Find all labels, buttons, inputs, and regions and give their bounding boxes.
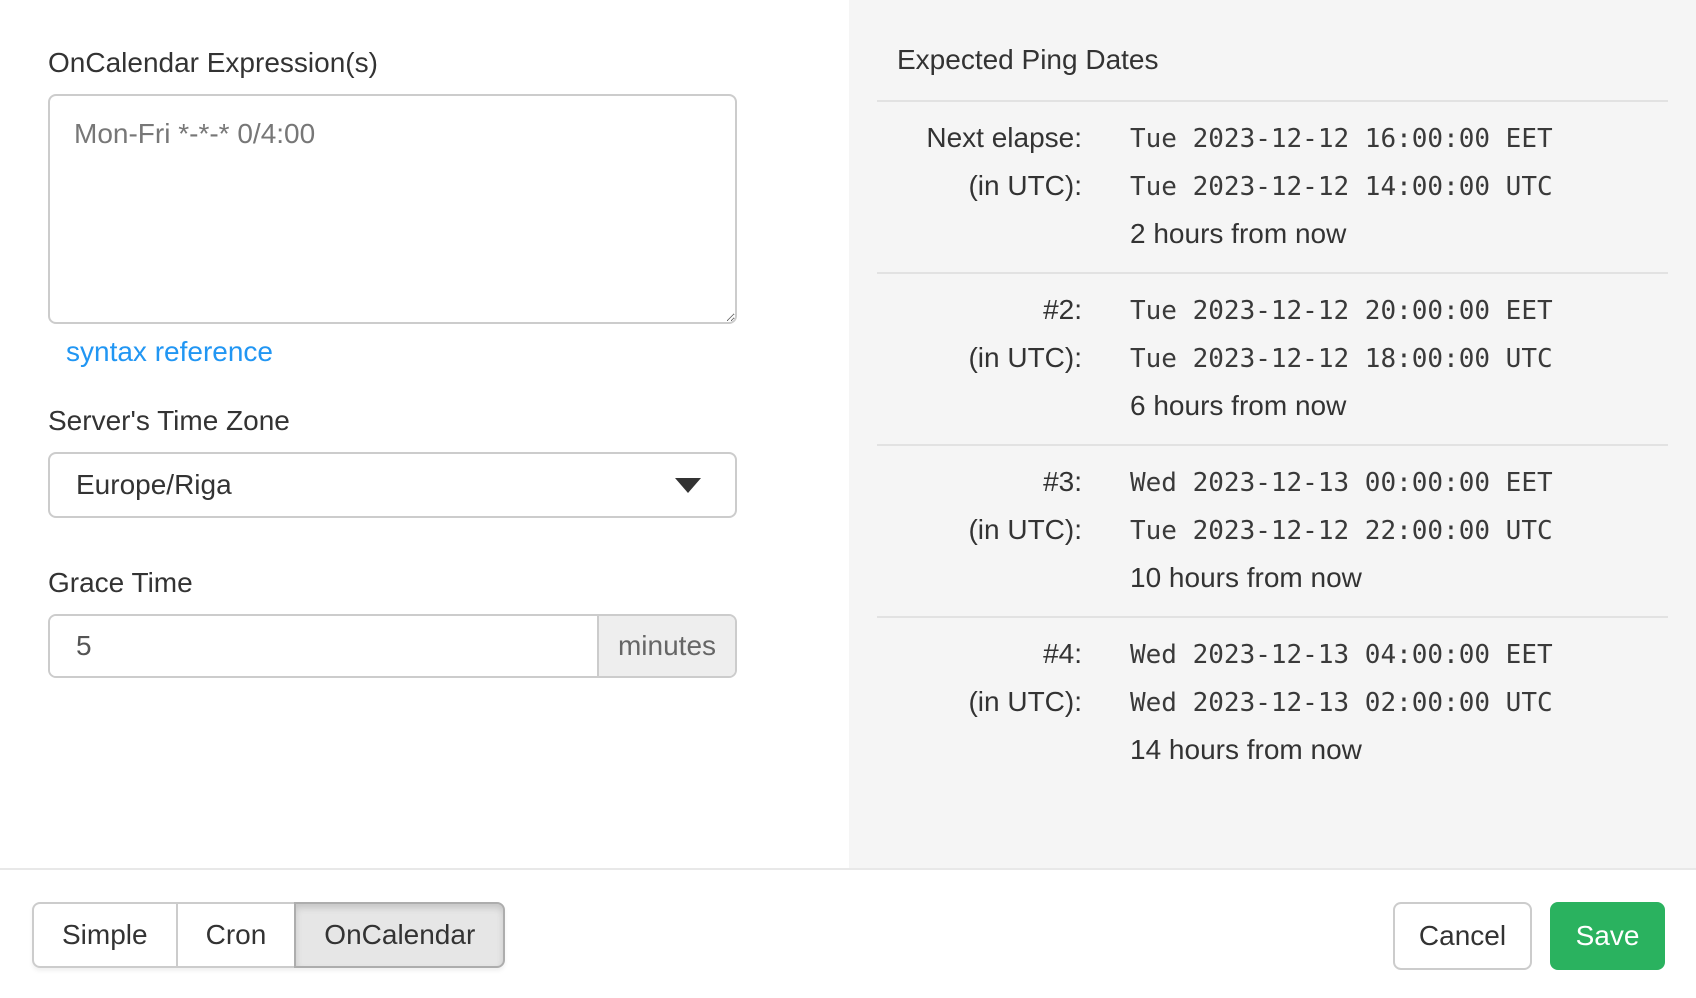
dialog-body: OnCalendar Expression(s) Mon-Fri *-*-* 0… xyxy=(0,0,1696,868)
ping-row-label: Next elapse: xyxy=(926,122,1082,153)
grace-time-input[interactable] xyxy=(50,616,597,676)
ping-local-datetime: Tue 2023-12-12 16:00:00 EET xyxy=(1130,124,1553,154)
grace-time-unit: minutes xyxy=(597,616,735,676)
ping-row-label: #4: xyxy=(1043,638,1082,669)
ping-row-utc: (in UTC): Tue 2023-12-12 22:00:00 UTC xyxy=(877,506,1668,554)
ping-row-relative: 2 hours from now xyxy=(877,210,1668,258)
ping-row-relative: 14 hours from now xyxy=(877,726,1668,774)
ping-row-local: #4: Wed 2023-12-13 04:00:00 EET xyxy=(877,630,1668,678)
ping-relative-time: 6 hours from now xyxy=(1130,390,1347,421)
ping-relative-time: 14 hours from now xyxy=(1130,734,1362,765)
ping-local-datetime: Wed 2023-12-13 04:00:00 EET xyxy=(1130,640,1553,670)
ping-row-utc: (in UTC): Wed 2023-12-13 02:00:00 UTC xyxy=(877,678,1668,726)
ping-row-utc: (in UTC): Tue 2023-12-12 14:00:00 UTC xyxy=(877,162,1668,210)
ping-utc-datetime: Tue 2023-12-12 22:00:00 UTC xyxy=(1130,516,1553,546)
ping-row-relative: 10 hours from now xyxy=(877,554,1668,602)
ping-row-local: #2: Tue 2023-12-12 20:00:00 EET xyxy=(877,286,1668,334)
timezone-label: Server's Time Zone xyxy=(48,405,290,436)
syntax-reference-link[interactable]: syntax reference xyxy=(66,336,273,367)
expected-ping-dates-panel: Expected Ping Dates Next elapse: Tue 202… xyxy=(849,0,1696,868)
cancel-button[interactable]: Cancel xyxy=(1393,902,1532,970)
caret-down-icon xyxy=(675,477,701,493)
schedule-type-switcher: Simple Cron OnCalendar xyxy=(32,902,506,968)
ping-utc-label: (in UTC): xyxy=(968,170,1082,201)
ping-local-datetime: Tue 2023-12-12 20:00:00 EET xyxy=(1130,296,1553,326)
ping-row-label: #3: xyxy=(1043,466,1082,497)
ping-date-block: #2: Tue 2023-12-12 20:00:00 EET (in UTC)… xyxy=(877,272,1668,444)
expression-label: OnCalendar Expression(s) xyxy=(48,47,378,78)
ping-row-local: #3: Wed 2023-12-13 00:00:00 EET xyxy=(877,458,1668,506)
ping-utc-label: (in UTC): xyxy=(968,686,1082,717)
ping-utc-label: (in UTC): xyxy=(968,514,1082,545)
tab-simple[interactable]: Simple xyxy=(32,902,178,968)
timezone-selected-value: Europe/Riga xyxy=(76,469,232,500)
grace-time-group: minutes xyxy=(48,614,737,678)
save-button[interactable]: Save xyxy=(1550,902,1665,970)
footer-actions: Cancel Save xyxy=(1393,902,1665,970)
ping-relative-time: 10 hours from now xyxy=(1130,562,1362,593)
dialog-footer: Simple Cron OnCalendar Cancel Save xyxy=(0,868,1696,998)
oncalendar-expression-input[interactable]: Mon-Fri *-*-* 0/4:00 xyxy=(48,94,737,324)
ping-date-block: #4: Wed 2023-12-13 04:00:00 EET (in UTC)… xyxy=(877,616,1668,788)
grace-time-label: Grace Time xyxy=(48,567,193,598)
ping-date-block: Next elapse: Tue 2023-12-12 16:00:00 EET… xyxy=(877,100,1668,272)
ping-utc-label: (in UTC): xyxy=(968,342,1082,373)
ping-row-utc: (in UTC): Tue 2023-12-12 18:00:00 UTC xyxy=(877,334,1668,382)
ping-utc-datetime: Tue 2023-12-12 18:00:00 UTC xyxy=(1130,344,1553,374)
ping-local-datetime: Wed 2023-12-13 00:00:00 EET xyxy=(1130,468,1553,498)
ping-row-relative: 6 hours from now xyxy=(877,382,1668,430)
timezone-select[interactable]: Europe/Riga xyxy=(48,452,737,518)
ping-row-local: Next elapse: Tue 2023-12-12 16:00:00 EET xyxy=(877,114,1668,162)
ping-row-label: #2: xyxy=(1043,294,1082,325)
expected-ping-dates-title: Expected Ping Dates xyxy=(897,44,1159,75)
tab-oncalendar[interactable]: OnCalendar xyxy=(294,902,506,968)
schedule-form: OnCalendar Expression(s) Mon-Fri *-*-* 0… xyxy=(0,0,849,868)
ping-utc-datetime: Wed 2023-12-13 02:00:00 UTC xyxy=(1130,688,1553,718)
ping-date-block: #3: Wed 2023-12-13 00:00:00 EET (in UTC)… xyxy=(877,444,1668,616)
tab-cron[interactable]: Cron xyxy=(175,902,297,968)
ping-utc-datetime: Tue 2023-12-12 14:00:00 UTC xyxy=(1130,172,1553,202)
ping-relative-time: 2 hours from now xyxy=(1130,218,1347,249)
